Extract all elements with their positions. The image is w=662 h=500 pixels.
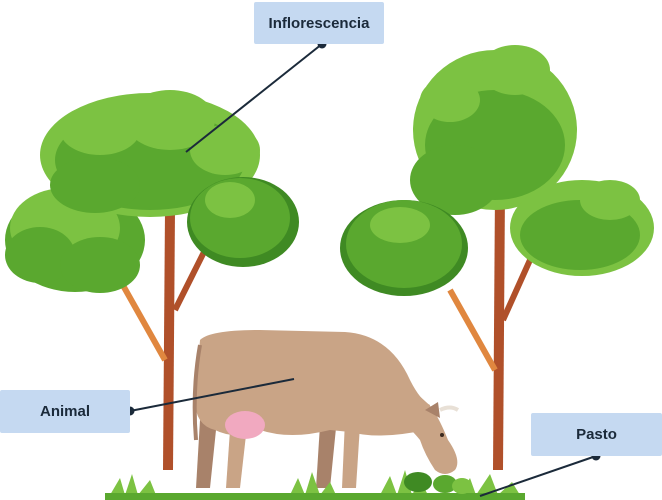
right-tree-branch bbox=[493, 189, 505, 471]
grass bbox=[105, 470, 525, 500]
right-tree-branch bbox=[500, 258, 533, 322]
cow-horn bbox=[439, 405, 460, 412]
grass-tuft bbox=[404, 472, 432, 492]
right-tree bbox=[340, 45, 654, 471]
cow-leg-front bbox=[316, 425, 336, 488]
cow-ear bbox=[425, 402, 440, 418]
cow bbox=[192, 330, 460, 488]
cow-head bbox=[395, 380, 458, 474]
left-tree bbox=[5, 90, 299, 471]
leader-line-inflorescence bbox=[185, 43, 323, 153]
cow-eye bbox=[440, 433, 444, 437]
cow-body bbox=[195, 330, 430, 436]
leader-line-animal bbox=[129, 378, 295, 412]
cow-leg-front bbox=[342, 420, 360, 488]
left-tree-branch bbox=[163, 209, 175, 471]
cow-tail bbox=[192, 344, 202, 441]
right-tree-foliage-left bbox=[340, 200, 468, 296]
grass-tuft bbox=[452, 478, 472, 494]
label-inflorescence: Inflorescencia bbox=[254, 2, 384, 44]
label-grass: Pasto bbox=[531, 413, 662, 456]
left-tree-foliage-right bbox=[187, 177, 299, 267]
label-animal: Animal bbox=[0, 390, 130, 433]
cow-leg-back bbox=[226, 430, 246, 488]
cow-udder bbox=[225, 411, 265, 439]
left-tree-foliage-top bbox=[40, 90, 260, 217]
leader-line-grass bbox=[479, 455, 597, 497]
cow-leg-back bbox=[196, 420, 216, 488]
right-tree-foliage-right bbox=[510, 180, 654, 276]
grass-baseline bbox=[105, 493, 525, 500]
left-tree-branch bbox=[117, 278, 168, 362]
right-tree-branch bbox=[447, 288, 498, 372]
grass-tuft bbox=[433, 475, 457, 493]
right-tree-foliage-top bbox=[410, 45, 577, 215]
